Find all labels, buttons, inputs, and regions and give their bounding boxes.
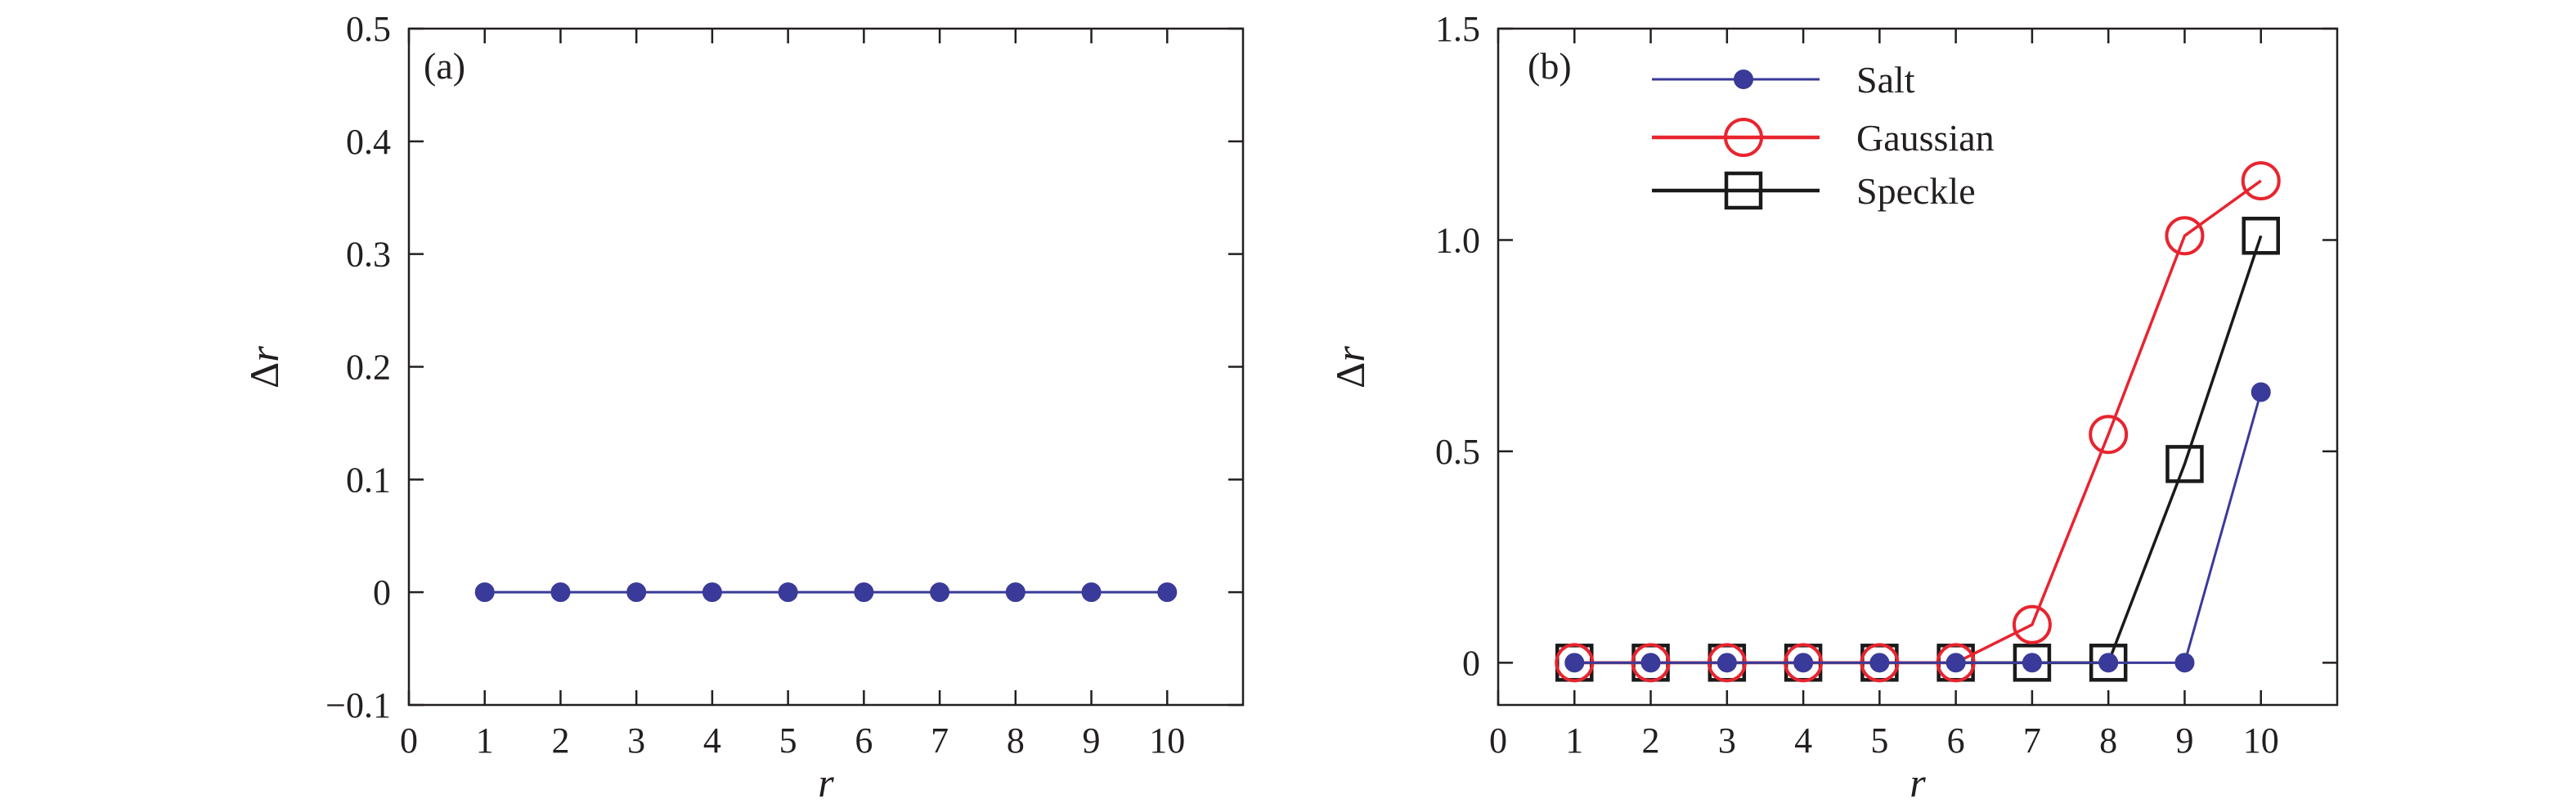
legend-marker-salt (1734, 70, 1753, 89)
data-point-salt (1945, 653, 1966, 673)
y-axis-title: Δr (1327, 346, 1373, 388)
data-point-salt (2251, 382, 2271, 402)
data-point-series-0 (1005, 582, 1025, 603)
data-point-gaussian (2012, 604, 2052, 644)
x-tick-label: 2 (551, 720, 569, 761)
data-point-salt (1869, 653, 1890, 673)
data-point-series-0 (702, 582, 722, 603)
data-point-gaussian (2241, 161, 2281, 201)
series-line-gaussian (1574, 179, 2262, 665)
data-point-speckle (2165, 445, 2204, 483)
data-point-salt (1717, 653, 1737, 673)
x-tick-label: 3 (1718, 720, 1736, 761)
x-tick-label: 10 (2243, 720, 2279, 761)
series-series-0 (474, 582, 1178, 603)
x-tick-label: 5 (779, 720, 797, 761)
y-tick-label: 0 (373, 572, 391, 613)
chart-panel-b: 0 1 2 3 4 5 6 7 8 9 10 0 0.5 1.0 1.5 r Δr (b) Salt Gaussian… (1327, 9, 2339, 806)
x-tick-label: 6 (855, 720, 873, 761)
plot-frame (407, 27, 1245, 707)
data-point-series-0 (474, 582, 495, 603)
y-tick-label: −0.1 (325, 685, 391, 725)
y-tick-label: 0.1 (346, 460, 391, 500)
y-tick-label: 0.5 (346, 9, 391, 49)
y-axis-title: Δr (241, 346, 287, 388)
data-point-salt (1564, 653, 1585, 673)
x-tick-label: 1 (1565, 720, 1583, 761)
y-tick-label: 0.4 (346, 122, 391, 162)
y-tick-label: 0.5 (1435, 432, 1480, 472)
x-tick-label: 1 (476, 720, 494, 761)
x-tick-label: 5 (1870, 720, 1888, 761)
y-tick-label: 0.3 (346, 235, 391, 275)
data-point-salt (1640, 653, 1661, 673)
data-point-series-0 (1081, 582, 1102, 603)
series-gaussian (1555, 161, 2281, 683)
y-tick-label: 1.0 (1435, 220, 1480, 260)
x-axis-title: r (1910, 760, 1926, 806)
panel-label: (a) (424, 45, 465, 87)
y-tick-label: 0.2 (346, 348, 391, 388)
data-point-gaussian (2089, 415, 2129, 455)
x-tick-label: 0 (400, 720, 418, 761)
data-point-series-0 (626, 582, 647, 603)
series-speckle (1555, 217, 2280, 682)
data-point-salt (2174, 653, 2195, 673)
x-axis-title: r (818, 760, 834, 806)
data-point-salt (1793, 653, 1814, 673)
x-tick-label: 9 (2175, 720, 2193, 761)
x-tick-label: 9 (1083, 720, 1101, 761)
panel-label: (b) (1528, 45, 1572, 87)
data-point-series-0 (1157, 582, 1178, 603)
x-tick-label: 10 (1149, 720, 1185, 761)
series-line-speckle (1574, 235, 2263, 665)
data-point-salt (2022, 653, 2042, 673)
plot-frame (1497, 27, 2339, 707)
legend: Salt Gaussian Speckle (1652, 59, 1995, 212)
data-point-series-0 (778, 582, 798, 603)
data-point-salt (2098, 653, 2119, 673)
y-tick-label: 0 (1462, 643, 1480, 683)
legend-marker-gaussian (1724, 118, 1763, 157)
x-tick-label: 7 (931, 720, 949, 761)
legend-label-gaussian: Gaussian (1856, 117, 1995, 159)
x-tick-label: 8 (2099, 720, 2117, 761)
x-tick-label: 7 (2023, 720, 2041, 761)
y-tick-label: 1.5 (1435, 9, 1480, 49)
x-tick-label: 0 (1489, 720, 1507, 761)
data-point-series-0 (854, 582, 874, 603)
legend-label-salt: Salt (1856, 59, 1915, 101)
series-salt (1564, 382, 2271, 673)
legend-label-speckle: Speckle (1856, 170, 1976, 212)
legend-marker-speckle (1724, 171, 1763, 210)
x-tick-label: 3 (627, 720, 645, 761)
x-tick-label: 8 (1007, 720, 1025, 761)
data-point-series-0 (550, 582, 571, 603)
x-tick-label: 2 (1642, 720, 1660, 761)
series-line-salt (1574, 392, 2263, 664)
x-tick-label: 4 (1794, 720, 1812, 761)
x-tick-label: 4 (703, 720, 721, 761)
data-point-gaussian (2165, 216, 2205, 256)
data-point-series-0 (930, 582, 950, 603)
data-point-speckle (2242, 217, 2280, 255)
x-tick-label: 6 (1947, 720, 1965, 761)
